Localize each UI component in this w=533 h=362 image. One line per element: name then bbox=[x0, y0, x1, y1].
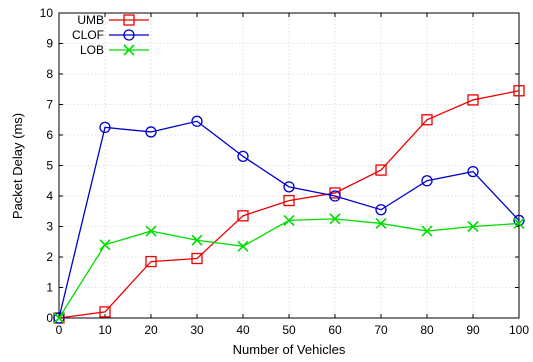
data-point-clof bbox=[237, 150, 249, 163]
series-lob bbox=[53, 213, 525, 324]
y-axis-label: Packet Delay (ms) bbox=[10, 113, 25, 219]
data-point-clof bbox=[375, 204, 387, 216]
data-point-clof bbox=[467, 165, 479, 178]
legend-marker-lob bbox=[123, 44, 135, 56]
data-point-clof bbox=[421, 175, 433, 187]
legend-marker-clof bbox=[123, 29, 135, 41]
y-tick-label: 9 bbox=[46, 37, 53, 51]
data-point-lob bbox=[513, 217, 525, 230]
series-clof bbox=[53, 115, 525, 324]
y-tick-label: 5 bbox=[46, 159, 53, 173]
x-tick-label: 50 bbox=[282, 323, 296, 337]
y-tick-label: 4 bbox=[46, 189, 53, 203]
y-tick-label: 1 bbox=[46, 281, 53, 295]
legend-label-umb: UMB bbox=[77, 13, 104, 27]
x-tick-label: 70 bbox=[374, 323, 388, 337]
x-tick-label: 0 bbox=[56, 323, 63, 337]
axis-ticks: 0 10 20 30 40 50 60 70 80 90 100 0 1 2 3 4 5 6 7 8 9 10 bbox=[40, 6, 530, 337]
data-point-umb bbox=[421, 114, 433, 126]
y-tick-label: 3 bbox=[46, 220, 53, 234]
x-tick-label: 90 bbox=[466, 323, 480, 337]
legend-marker-umb bbox=[123, 14, 135, 26]
data-point-clof bbox=[329, 190, 341, 202]
data-point-umb bbox=[191, 252, 203, 265]
y-tick-label: 2 bbox=[46, 250, 53, 264]
y-tick-label: 10 bbox=[40, 6, 54, 20]
data-point-lob bbox=[329, 213, 341, 225]
legend-label-lob: LOB bbox=[80, 43, 104, 57]
data-point-lob bbox=[145, 225, 157, 237]
x-tick-label: 30 bbox=[190, 323, 204, 337]
data-point-lob bbox=[191, 234, 203, 246]
series-line-umb bbox=[58, 90, 520, 319]
data-point-clof bbox=[513, 214, 525, 227]
data-point-umb bbox=[283, 194, 295, 207]
data-point-clof bbox=[99, 121, 111, 134]
data-point-lob bbox=[283, 214, 295, 226]
data-point-lob bbox=[99, 239, 111, 251]
data-point-umb bbox=[467, 94, 479, 106]
data-point-umb bbox=[99, 306, 111, 318]
y-tick-label: 0 bbox=[46, 311, 53, 325]
series-layer bbox=[53, 85, 525, 324]
data-point-clof bbox=[145, 126, 157, 138]
x-tick-label: 20 bbox=[144, 323, 158, 337]
series-line-clof bbox=[58, 120, 520, 319]
x-tick-label: 10 bbox=[98, 323, 112, 337]
data-point-clof bbox=[283, 181, 295, 193]
x-axis-label: Number of Vehicles bbox=[233, 342, 346, 357]
data-point-umb bbox=[375, 164, 387, 176]
data-point-umb bbox=[145, 255, 157, 268]
y-tick-label: 7 bbox=[46, 98, 53, 112]
data-point-umb bbox=[237, 210, 249, 222]
x-tick-label: 40 bbox=[236, 323, 250, 337]
data-point-clof bbox=[53, 312, 65, 324]
data-point-lob bbox=[53, 312, 65, 324]
data-point-lob bbox=[375, 217, 387, 230]
data-point-lob bbox=[421, 225, 433, 237]
x-tick-label: 100 bbox=[509, 323, 529, 337]
data-point-umb bbox=[513, 85, 525, 97]
x-tick-label: 60 bbox=[328, 323, 342, 337]
data-point-lob bbox=[237, 240, 249, 252]
data-point-clof bbox=[191, 115, 203, 127]
gridlines bbox=[59, 13, 519, 318]
data-point-lob bbox=[467, 220, 479, 233]
data-point-umb bbox=[329, 187, 341, 199]
x-tick-label: 80 bbox=[420, 323, 434, 337]
legend-label-clof: CLOF bbox=[72, 28, 104, 42]
y-tick-label: 8 bbox=[46, 67, 53, 81]
y-tick-label: 6 bbox=[46, 128, 53, 142]
